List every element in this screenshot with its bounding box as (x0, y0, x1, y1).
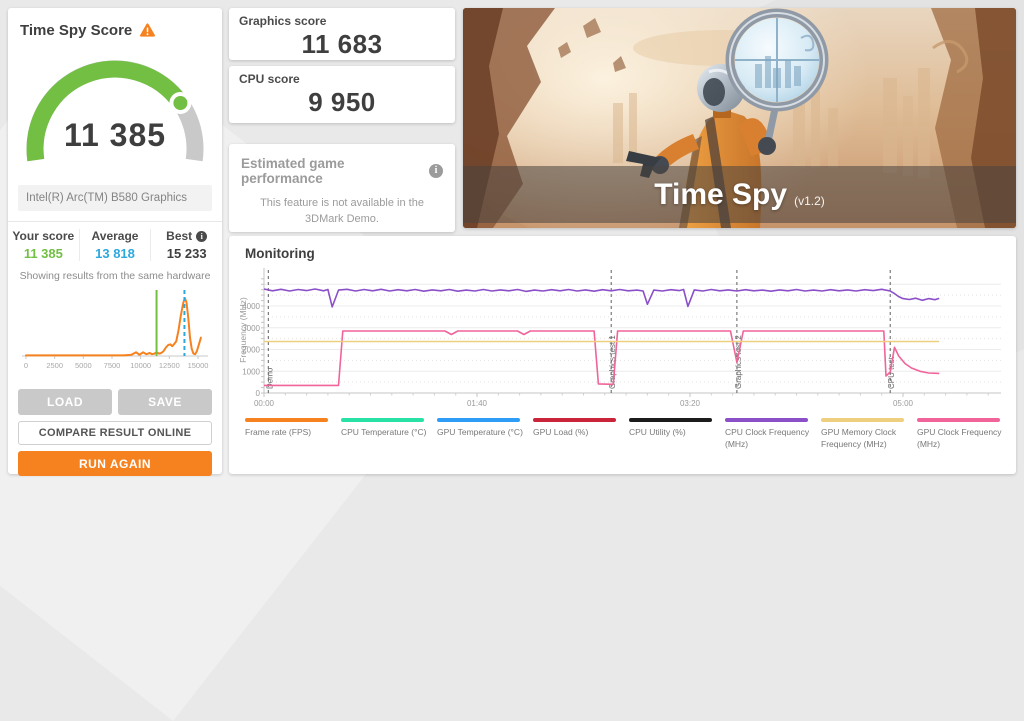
average-column: Average 13 818 (78, 229, 151, 261)
svg-text:3000: 3000 (242, 324, 260, 333)
estimated-game-performance-card: Estimated game performance i This featur… (229, 144, 455, 232)
monitoring-panel: Monitoring 0 1000 2000 3000 4000 00:00 01:40 03… (229, 236, 1016, 474)
score-gauge: 11 385 (18, 43, 212, 175)
score-distribution-histogram: 0 2500 5000 7500 10000 12500 15000 (18, 284, 212, 379)
svg-text:01:40: 01:40 (467, 399, 488, 408)
average-value: 13 818 (95, 246, 135, 261)
best-value: 15 233 (166, 246, 207, 261)
legend-label: CPU Temperature (°C) (341, 427, 427, 437)
legend-color-bar (341, 418, 424, 422)
legend-label: GPU Load (%) (533, 427, 589, 437)
monitoring-chart: 0 1000 2000 3000 4000 00:00 01:40 03:20 05:00 Fre… (237, 262, 1007, 412)
score-panel: Time Spy Score 11 385 Intel(R) Arc(TM) B… (8, 8, 222, 476)
legend-color-bar (437, 418, 520, 422)
legend-label: CPU Clock Frequency (MHz) (725, 427, 810, 449)
monitoring-title: Monitoring (245, 246, 315, 261)
svg-text:2000: 2000 (242, 346, 260, 355)
overall-score-value: 11 385 (63, 117, 167, 153)
legend-label: GPU Temperature (°C) (437, 427, 523, 437)
svg-text:7500: 7500 (104, 361, 121, 370)
average-label: Average (91, 229, 139, 243)
monitoring-legend: Frame rate (FPS) CPU Temperature (°C) GPU … (245, 418, 1007, 451)
legend-color-bar (821, 418, 904, 422)
estimated-body-text: This feature is not available in the 3DM… (260, 197, 424, 225)
legend-label: GPU Clock Frequency (MHz) (917, 427, 1002, 449)
load-button[interactable]: LOAD (18, 389, 112, 415)
legend-item[interactable]: CPU Temperature (°C) (341, 418, 431, 451)
legend-color-bar (629, 418, 712, 422)
score-panel-header: Time Spy Score (18, 18, 212, 41)
cpu-score-card: CPU score 9 950 (229, 66, 455, 123)
graphics-score-value: 11 683 (301, 29, 383, 59)
svg-text:Frequency (MHz): Frequency (MHz) (238, 297, 248, 363)
legend-label: GPU Memory Clock Frequency (MHz) (821, 427, 897, 449)
gpu-name: Intel(R) Arc(TM) B580 Graphics (18, 185, 212, 211)
your-score-column: Your score 11 385 (8, 229, 79, 261)
svg-text:0: 0 (256, 389, 261, 398)
legend-color-bar (917, 418, 1000, 422)
legend-color-bar (245, 418, 328, 422)
score-panel-title: Time Spy Score (20, 22, 133, 39)
svg-text:Graphics test 2: Graphics test 2 (734, 335, 743, 389)
run-again-button[interactable]: RUN AGAIN (18, 451, 212, 476)
your-score-value: 11 385 (23, 246, 63, 261)
benchmark-version: (v1.2) (794, 193, 825, 208)
best-label: Best (166, 229, 193, 243)
estimated-title: Estimated game performance (241, 156, 345, 186)
compare-result-online-button[interactable]: COMPARE RESULT ONLINE (18, 421, 212, 445)
your-score-label: Your score (12, 229, 75, 243)
svg-text:1000: 1000 (242, 367, 260, 376)
svg-text:Graphics test 1: Graphics test 1 (608, 335, 617, 389)
legend-color-bar (725, 418, 808, 422)
svg-text:00:00: 00:00 (254, 399, 275, 408)
save-button[interactable]: SAVE (118, 389, 212, 415)
svg-text:Demo: Demo (265, 367, 274, 389)
legend-item[interactable]: Frame rate (FPS) (245, 418, 335, 451)
legend-label: CPU Utility (%) (629, 427, 686, 437)
svg-text:05:00: 05:00 (893, 399, 914, 408)
graphics-score-card: Graphics score 11 683 (229, 8, 455, 60)
svg-text:15000: 15000 (188, 361, 209, 370)
svg-text:0: 0 (24, 361, 28, 370)
cpu-score-value: 9 950 (308, 87, 376, 117)
histogram-caption: Showing results from the same hardware (19, 270, 211, 282)
graphics-score-label: Graphics score (239, 14, 327, 28)
svg-text:03:20: 03:20 (680, 399, 701, 408)
benchmark-artwork: Time Spy (v1.2) (463, 8, 1016, 228)
svg-text:12500: 12500 (159, 361, 180, 370)
estimated-info-icon[interactable]: i (429, 164, 443, 178)
svg-text:5000: 5000 (75, 361, 92, 370)
svg-text:2500: 2500 (46, 361, 63, 370)
svg-text:CPU test: CPU test (887, 356, 896, 389)
benchmark-title-band: Time Spy (v1.2) (463, 166, 1016, 223)
legend-item[interactable]: CPU Utility (%) (629, 418, 719, 451)
legend-item[interactable]: CPU Clock Frequency (MHz) (725, 418, 815, 451)
benchmark-title: Time Spy (654, 177, 788, 211)
score-comparison-table: Your score 11 385 Average 13 818 Best i … (8, 221, 222, 261)
legend-item[interactable]: GPU Load (%) (533, 418, 623, 451)
legend-label: Frame rate (FPS) (245, 427, 312, 437)
svg-text:10000: 10000 (130, 361, 151, 370)
best-info-icon[interactable]: i (196, 230, 208, 242)
warning-icon[interactable] (139, 23, 156, 38)
cpu-score-label: CPU score (239, 72, 300, 86)
legend-item[interactable]: GPU Memory Clock Frequency (MHz) (821, 418, 911, 451)
legend-item[interactable]: GPU Temperature (°C) (437, 418, 527, 451)
legend-color-bar (533, 418, 616, 422)
best-column: Best i 15 233 (150, 229, 222, 261)
legend-item[interactable]: GPU Clock Frequency (MHz) (917, 418, 1007, 451)
svg-text:4000: 4000 (242, 302, 260, 311)
